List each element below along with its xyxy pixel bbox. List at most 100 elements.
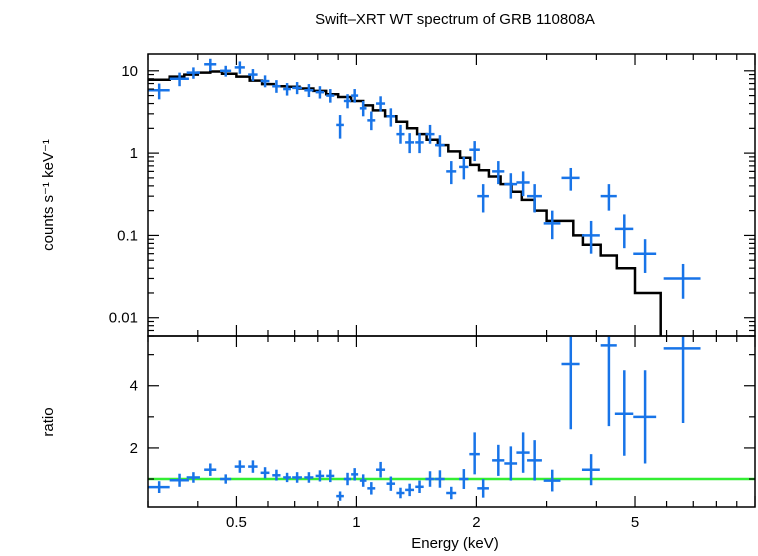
spectrum-point-36 [581, 220, 600, 254]
spectrum-plot-frame [147, 53, 756, 337]
spectrum-point-6 [248, 69, 258, 82]
ratio-point-5 [234, 460, 245, 473]
spectrum-point-35 [561, 167, 580, 191]
ratio-point-24 [425, 471, 435, 487]
spectrum-point-11 [304, 84, 314, 98]
ratio-point-38 [614, 370, 634, 456]
spectrum-point-0 [148, 83, 170, 100]
ratio-point-3 [204, 463, 217, 476]
x-tick-label: 5 [631, 514, 639, 531]
spectrum-point-12 [315, 86, 325, 99]
spectrum-point-2 [186, 67, 200, 79]
ratio-x-ticks: 0.5 1 2 5 [147, 336, 756, 531]
ratio-point-14 [336, 491, 344, 501]
spectrum-y-tick-label: 0.01 [109, 310, 138, 327]
ratio-point-1 [169, 473, 189, 487]
spectrum-y-ticks: 10 1 0.1 0.01 [109, 63, 755, 337]
spectrum-panel: 10 1 0.1 0.01 counts s⁻¹ keV⁻¹ [40, 53, 756, 337]
spectrum-data-points [148, 58, 701, 299]
spectrum-point-30 [492, 161, 505, 185]
spectrum-point-32 [516, 171, 530, 197]
spectrum-point-7 [260, 75, 270, 88]
ratio-point-22 [405, 483, 415, 497]
ratio-point-9 [283, 472, 291, 483]
spectrum-point-40 [663, 263, 701, 299]
ratio-y-tick-label: 2 [130, 440, 138, 457]
ratio-point-7 [260, 467, 270, 479]
spectrum-point-15 [343, 94, 352, 109]
ratio-point-0 [148, 481, 170, 494]
ratio-point-20 [386, 476, 396, 491]
ratio-point-19 [376, 461, 386, 478]
spectrum-point-13 [326, 89, 335, 103]
ratio-point-29 [477, 479, 489, 498]
x-tick-label: 1 [352, 514, 360, 531]
spectrum-point-33 [527, 184, 542, 213]
ratio-point-33 [527, 440, 542, 481]
ratio-point-17 [359, 474, 367, 487]
spectrum-point-21 [396, 124, 405, 144]
spectrum-point-5 [234, 61, 245, 74]
spectrum-y-tick-label: 1 [130, 145, 138, 162]
ratio-point-8 [272, 469, 281, 481]
spectrum-y-tick-label: 0.1 [117, 227, 138, 244]
spectrum-point-1 [169, 72, 189, 87]
ratio-point-10 [292, 472, 302, 483]
ratio-point-39 [633, 370, 657, 464]
ratio-point-2 [186, 472, 200, 483]
ratio-point-6 [248, 460, 258, 473]
ratio-point-23 [415, 480, 424, 494]
ratio-point-15 [343, 472, 352, 486]
ratio-point-25 [435, 470, 445, 488]
ratio-point-21 [396, 487, 405, 499]
spectrum-point-23 [415, 133, 424, 154]
spectrum-point-25 [435, 135, 445, 157]
ratio-point-12 [315, 470, 325, 482]
spectrum-point-20 [386, 108, 396, 127]
ratio-point-27 [459, 469, 469, 489]
x-tick-label: 2 [472, 514, 480, 531]
spectrum-x-ticks [147, 54, 756, 336]
ratio-point-4 [220, 474, 232, 484]
spectrum-point-16 [351, 89, 359, 103]
spectrum-point-29 [477, 184, 489, 213]
spectrum-point-37 [600, 184, 617, 211]
ratio-y-ticks: 24 [130, 354, 755, 480]
ratio-point-26 [446, 486, 457, 500]
ratio-point-34 [543, 469, 561, 492]
ratio-y-axis-label: ratio [40, 407, 57, 436]
ratio-point-28 [469, 432, 480, 475]
spectrum-y-axis-label: counts s⁻¹ keV⁻¹ [40, 139, 57, 251]
spectrum-point-19 [376, 96, 386, 112]
spectrum-point-18 [367, 111, 376, 131]
ratio-point-37 [600, 336, 617, 427]
ratio-point-16 [351, 468, 359, 481]
spectrum-point-27 [459, 156, 469, 180]
spectrum-point-4 [220, 65, 232, 77]
ratio-point-40 [663, 336, 701, 424]
ratio-point-30 [492, 444, 505, 476]
ratio-point-36 [581, 454, 600, 486]
spectrum-point-28 [469, 141, 480, 162]
ratio-plot-frame [147, 335, 756, 508]
spectrum-point-9 [283, 83, 291, 96]
ratio-y-tick-label: 4 [130, 378, 138, 395]
spectrum-point-3 [204, 58, 217, 71]
spectrum-y-tick-label: 10 [121, 63, 138, 80]
x-axis-label: Energy (keV) [411, 535, 499, 552]
ratio-point-35 [561, 336, 580, 430]
spectrum-point-22 [405, 133, 415, 154]
spectrum-point-10 [292, 82, 302, 95]
chart-title: Swift–XRT WT spectrum of GRB 110808A [315, 11, 595, 28]
spectrum-point-38 [614, 214, 634, 249]
ratio-point-31 [504, 446, 518, 481]
spectrum-point-31 [504, 173, 518, 199]
spectrum-model-curve [148, 70, 662, 336]
ratio-point-13 [326, 469, 335, 483]
ratio-point-32 [516, 432, 530, 473]
spectrum-point-14 [336, 115, 344, 139]
model-step-line [148, 70, 662, 336]
ratio-point-11 [304, 472, 314, 483]
spectrum-point-17 [359, 100, 367, 117]
